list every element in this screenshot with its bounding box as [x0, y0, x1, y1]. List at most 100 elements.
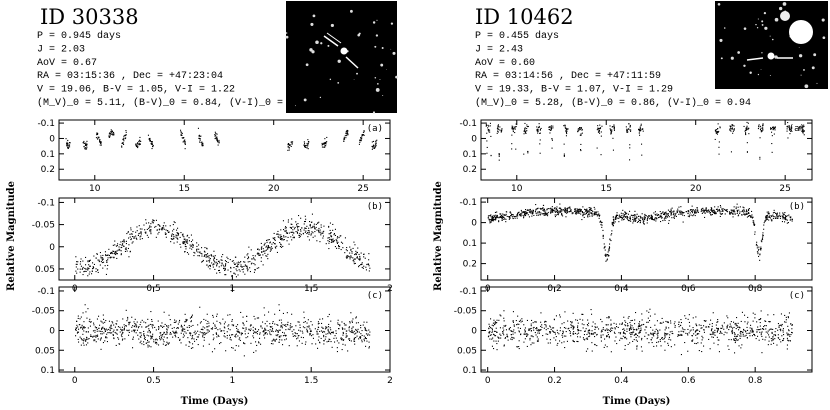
data-point — [153, 339, 155, 341]
field-star — [782, 2, 787, 6]
data-point — [212, 322, 214, 324]
data-point — [750, 215, 752, 217]
data-point — [128, 322, 130, 324]
data-point — [489, 338, 491, 340]
data-point — [642, 128, 644, 130]
data-point — [307, 142, 309, 144]
data-point — [102, 257, 104, 259]
data-point — [123, 329, 125, 331]
data-point — [785, 215, 787, 217]
data-point — [754, 231, 756, 233]
field-star — [310, 22, 314, 26]
field-star — [761, 20, 764, 23]
data-point — [768, 219, 770, 221]
data-point — [292, 231, 294, 233]
data-point — [114, 252, 116, 254]
data-point — [594, 343, 596, 345]
data-point — [723, 208, 725, 210]
data-point — [642, 221, 644, 223]
data-point — [177, 327, 179, 329]
data-point — [766, 219, 768, 221]
data-point — [227, 314, 229, 316]
data-point — [144, 231, 146, 233]
data-point — [209, 264, 211, 266]
data-point — [514, 217, 516, 219]
data-point — [130, 227, 132, 229]
data-point — [787, 122, 789, 124]
data-point — [563, 341, 565, 343]
data-point — [501, 218, 503, 220]
data-point — [735, 206, 737, 208]
data-point — [631, 332, 633, 334]
data-point — [591, 333, 593, 335]
y-tick-label: 0.2 — [463, 165, 477, 175]
data-point — [659, 216, 661, 218]
data-point — [643, 219, 645, 221]
data-point — [108, 320, 110, 322]
data-point — [82, 339, 84, 341]
data-point — [645, 326, 647, 328]
data-point — [503, 334, 505, 336]
data-point — [311, 227, 313, 229]
data-point — [734, 352, 736, 354]
data-point — [496, 215, 498, 217]
data-point — [546, 208, 548, 210]
data-point — [112, 334, 114, 336]
data-point — [285, 232, 287, 234]
data-point — [185, 246, 187, 248]
data-point — [558, 211, 560, 213]
data-point — [719, 212, 721, 214]
data-point — [747, 129, 749, 131]
field-star — [372, 111, 376, 114]
field-star — [822, 36, 826, 40]
data-point — [256, 267, 258, 269]
data-point — [173, 327, 175, 329]
data-point — [569, 208, 571, 210]
data-point — [269, 247, 271, 249]
data-point — [638, 128, 640, 130]
data-point — [249, 271, 251, 273]
data-point — [290, 227, 292, 229]
data-point — [553, 207, 555, 209]
data-point — [105, 273, 107, 275]
data-point — [556, 209, 558, 211]
data-point — [334, 234, 336, 236]
data-point — [759, 325, 761, 327]
data-point — [513, 325, 515, 327]
data-point — [109, 328, 111, 330]
data-point — [356, 335, 358, 337]
data-point — [772, 127, 774, 129]
data-point — [530, 210, 532, 212]
data-point — [691, 205, 693, 207]
data-point — [577, 330, 579, 332]
data-point — [783, 334, 785, 336]
data-point — [785, 316, 787, 318]
y-tick-label: 0 — [49, 134, 55, 144]
data-point — [97, 271, 99, 273]
data-point — [369, 334, 371, 336]
data-point — [139, 336, 141, 338]
data-point — [281, 339, 283, 341]
data-point — [750, 215, 752, 217]
data-point — [281, 325, 283, 327]
data-point — [626, 129, 628, 131]
data-point — [712, 312, 714, 314]
data-point — [489, 334, 491, 336]
data-point — [307, 319, 309, 321]
data-point — [799, 126, 801, 128]
data-point — [88, 273, 90, 275]
data-point — [279, 339, 281, 341]
data-point — [733, 210, 735, 212]
data-point — [742, 335, 744, 337]
data-point — [774, 126, 776, 128]
data-point — [677, 208, 679, 210]
data-point — [216, 133, 218, 135]
data-point — [566, 129, 568, 131]
data-point — [344, 344, 346, 346]
data-point — [104, 265, 106, 267]
data-point — [638, 218, 640, 220]
data-point — [100, 144, 102, 146]
data-point — [695, 330, 697, 332]
data-point — [229, 334, 231, 336]
data-point — [247, 268, 249, 270]
